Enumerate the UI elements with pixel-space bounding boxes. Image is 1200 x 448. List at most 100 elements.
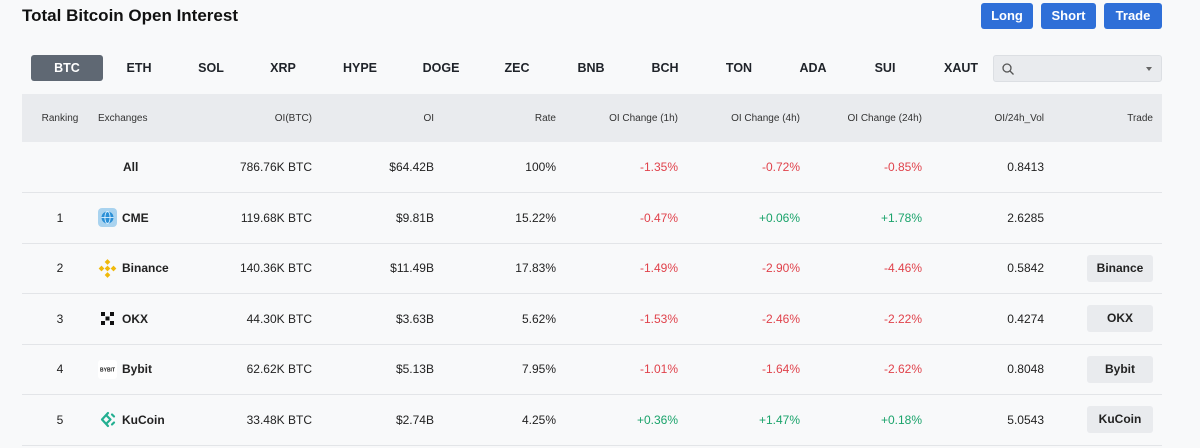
col-rate[interactable]: Rate: [534, 112, 556, 124]
action-buttons: Long Short Trade: [981, 3, 1162, 29]
bybit-logo-text: BYBIT: [100, 367, 115, 373]
col-oi-change-24h[interactable]: OI Change (24h): [847, 112, 923, 124]
oi-change-1h-cell: -1.49%: [639, 261, 678, 276]
col-oi-change-4h[interactable]: OI Change (4h): [731, 112, 800, 124]
long-button[interactable]: Long: [981, 3, 1033, 29]
oi-change-1h-cell: -1.53%: [639, 311, 678, 326]
col-oi[interactable]: OI: [423, 112, 434, 124]
oi-change-4h-cell: +0.06%: [758, 210, 800, 225]
page-header: Total Bitcoin Open Interest Long Short T…: [22, 0, 1162, 34]
trade-cell: [1044, 142, 1162, 193]
exchange-name[interactable]: CME: [122, 210, 149, 225]
rank-cell: 5: [56, 412, 64, 427]
tab-sui[interactable]: SUI: [874, 61, 896, 75]
tab-sol[interactable]: SOL: [198, 61, 224, 75]
col-ranking: Ranking: [41, 112, 79, 124]
oi-change-24h-cell: -2.62%: [883, 362, 922, 377]
trade-cell: [1044, 193, 1162, 244]
tab-btc[interactable]: BTC: [31, 55, 103, 81]
oi-btc-cell: 140.36K BTC: [239, 261, 312, 276]
oi-cell: $3.63B: [395, 311, 434, 326]
oi-btc-cell: 44.30K BTC: [246, 311, 312, 326]
trade-button[interactable]: Trade: [1104, 3, 1162, 29]
trade-okx-button[interactable]: OKX: [1087, 305, 1153, 333]
col-oi-change-1h[interactable]: OI Change (1h): [609, 112, 678, 124]
tab-doge[interactable]: DOGE: [422, 61, 460, 75]
short-button[interactable]: Short: [1041, 3, 1096, 29]
binance-logo-icon: [98, 258, 117, 278]
table-row: 4 BYBIT Bybit 62.62K BTC $5.13B 7.95% -1…: [22, 344, 1162, 395]
col-trade: Trade: [1127, 112, 1153, 124]
trade-cell: Binance: [1044, 243, 1162, 294]
exchange-name: All: [123, 160, 139, 174]
rank-cell: 4: [56, 362, 64, 377]
table-row: All 786.76K BTC $64.42B 100% -1.35% -0.7…: [22, 142, 1162, 193]
bybit-logo-icon: BYBIT: [98, 359, 117, 379]
tab-eth[interactable]: ETH: [126, 61, 152, 75]
table-header-row: Ranking Exchanges OI(BTC) OI Rate OI Cha…: [22, 94, 1162, 142]
tab-xaut[interactable]: XAUT: [943, 61, 979, 75]
trade-cell: OKX: [1044, 294, 1162, 345]
coin-tabs: BTC ETH SOL XRP HYPE DOGE ZEC BNB BCH TO…: [31, 55, 1162, 82]
table-row: 5 KuCoin 33.48K BTC $2.74B 4.25% +0.36% …: [22, 394, 1162, 446]
rank-cell: 1: [56, 210, 64, 225]
oi-change-1h-cell: -1.35%: [639, 160, 678, 174]
trade-cell: Bybit: [1044, 344, 1162, 395]
tab-xrp[interactable]: XRP: [270, 61, 296, 75]
col-oi-btc[interactable]: OI(BTC): [274, 112, 312, 124]
oi-cell: $9.81B: [395, 210, 434, 225]
col-exchanges: Exchanges: [98, 112, 148, 124]
oi-change-1h-cell: -0.47%: [639, 210, 678, 225]
rank-cell: 3: [56, 311, 64, 326]
tab-ada[interactable]: ADA: [799, 61, 827, 75]
oi-cell: $11.49B: [390, 261, 434, 276]
oi-change-24h-cell: -2.22%: [883, 311, 922, 326]
oi-vol-cell: 0.4274: [1007, 311, 1044, 326]
exchange-name[interactable]: Binance: [122, 261, 169, 276]
exchange-name[interactable]: OKX: [122, 311, 149, 326]
oi-change-4h-cell: -0.72%: [761, 160, 800, 174]
tab-hype[interactable]: HYPE: [342, 61, 378, 75]
rate-cell: 17.83%: [515, 261, 556, 276]
trade-kucoin-button[interactable]: KuCoin: [1087, 406, 1153, 434]
exchange-name[interactable]: KuCoin: [122, 412, 165, 427]
oi-vol-cell: 0.5842: [1007, 261, 1044, 276]
okx-logo-icon: [98, 309, 117, 329]
tab-ton[interactable]: TON: [725, 61, 753, 75]
search-input[interactable]: [1020, 59, 1140, 78]
oi-change-4h-cell: +1.47%: [758, 412, 800, 427]
oi-btc-cell: 119.68K BTC: [240, 210, 312, 225]
oi-btc-cell: 786.76K BTC: [239, 160, 312, 174]
oi-btc-cell: 62.62K BTC: [246, 362, 312, 377]
oi-btc-cell: 33.48K BTC: [246, 412, 312, 427]
table-row: 2 Binance 140.36K BTC $11.49B 17.83% -1.…: [22, 243, 1162, 294]
coin-search[interactable]: [993, 55, 1162, 82]
oi-vol-cell: 0.8048: [1007, 362, 1044, 377]
kucoin-logo-icon: [100, 412, 116, 428]
oi-change-24h-cell: -4.46%: [883, 261, 922, 276]
col-oi-24h-vol[interactable]: OI/24h_Vol: [994, 112, 1044, 124]
oi-cell: $64.42B: [389, 160, 434, 174]
rank-cell: 2: [56, 261, 64, 276]
rate-cell: 15.22%: [515, 210, 556, 225]
trade-binance-button[interactable]: Binance: [1087, 254, 1153, 282]
table-row: 3 OKX 44.30K BTC $3.63B 5.62% -1.53% -2: [22, 293, 1162, 345]
trade-bybit-button[interactable]: Bybit: [1087, 355, 1153, 383]
exchange-name[interactable]: Bybit: [122, 362, 152, 377]
tab-bnb[interactable]: BNB: [577, 61, 605, 75]
tab-zec[interactable]: ZEC: [504, 61, 530, 75]
table-row: 1 CME 119.68K BTC $9.81B 15.22% -0.47% +…: [22, 192, 1162, 244]
oi-vol-cell: 0.8413: [1007, 160, 1044, 174]
oi-cell: $5.13B: [395, 362, 434, 377]
oi-change-4h-cell: -2.46%: [761, 311, 800, 326]
rate-cell: 100%: [525, 160, 556, 174]
cme-logo-icon: [98, 208, 117, 228]
oi-change-1h-cell: -1.01%: [639, 362, 678, 377]
oi-change-4h-cell: -1.64%: [761, 362, 800, 377]
tab-bch[interactable]: BCH: [651, 61, 679, 75]
rate-cell: 5.62%: [521, 311, 556, 326]
chevron-down-icon[interactable]: [1146, 67, 1152, 71]
page-title: Total Bitcoin Open Interest: [22, 6, 238, 25]
trade-cell: KuCoin: [1044, 395, 1162, 446]
rate-cell: 7.95%: [521, 362, 556, 377]
